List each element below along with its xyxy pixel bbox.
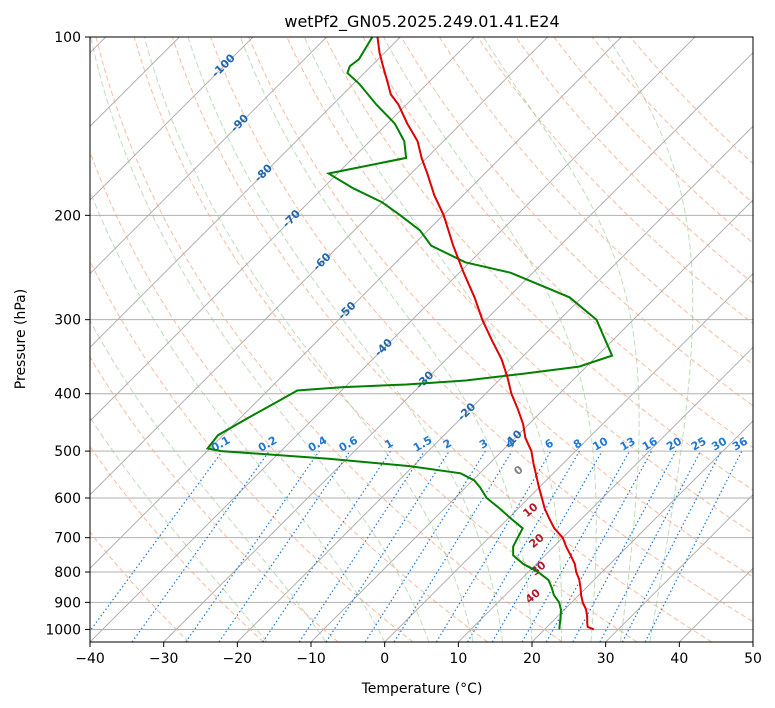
y-tick-label: 600	[54, 491, 81, 507]
mixing-ratio-label: 3	[477, 437, 490, 452]
dry-adiabat-line	[400, 37, 753, 407]
dry-adiabat-line	[324, 37, 753, 491]
moist-adiabat-line	[239, 37, 533, 642]
y-tick-label: 800	[54, 565, 81, 581]
moist-adiabat-line	[607, 37, 694, 642]
moist-adiabat-label: 20	[527, 531, 547, 551]
isotherm-line	[236, 125, 753, 642]
y-axis-label: Pressure (hPa)	[13, 289, 29, 389]
isotherm-line	[531, 420, 753, 642]
isotherm-line	[457, 346, 753, 642]
mixing-ratio-line	[262, 450, 392, 642]
dry-adiabat-label: -40	[372, 336, 395, 359]
dry-adiabat-label: -20	[455, 400, 478, 423]
x-tick-label: 10	[449, 651, 467, 667]
dry-adiabat-label: -90	[228, 111, 251, 134]
y-tick-label: 300	[54, 313, 81, 329]
moist-adiabat-line	[383, 37, 597, 642]
dry-adiabat-label: -100	[209, 51, 238, 80]
x-tick-label: −10	[296, 651, 326, 667]
x-tick-label: 20	[523, 651, 541, 667]
y-tick-label: 400	[54, 387, 81, 403]
moist-adiabat-label: 40	[523, 586, 543, 606]
isotherm-line	[90, 37, 254, 201]
isotherm-line	[90, 37, 328, 275]
moist-adiabat-line	[482, 37, 640, 642]
mixing-ratio-line	[325, 450, 450, 642]
dry-adiabat-label: -70	[280, 207, 303, 230]
mixing-ratio-line	[298, 450, 425, 642]
moist-adiabat-line	[143, 37, 474, 642]
moist-adiabat-line	[303, 37, 563, 642]
mixing-ratio-line	[364, 450, 486, 642]
mixing-ratio-line	[521, 450, 631, 642]
x-axis-label: Temperature (°C)	[361, 681, 483, 697]
mixing-ratio-line	[393, 450, 513, 642]
moist-adiabat-label: 0	[511, 463, 525, 478]
isotherm-line	[678, 567, 753, 642]
moist-adiabat-line	[90, 416, 268, 642]
isotherm-line	[310, 199, 753, 642]
mixing-ratio-label: 6	[543, 436, 556, 451]
mixing-ratio-line	[90, 450, 223, 632]
isotherm-line	[90, 37, 696, 642]
mixing-ratio-line	[185, 450, 320, 642]
isotherm-line	[90, 37, 549, 496]
dry-adiabat-line	[95, 37, 563, 642]
y-tick-label: 900	[54, 595, 81, 611]
isotherm-line	[605, 493, 753, 642]
x-tick-label: −30	[149, 651, 179, 667]
isotherm-line	[90, 37, 401, 349]
mixing-ratio-line	[218, 450, 351, 642]
moist-adiabat-line	[187, 37, 503, 642]
isotherm-line	[90, 37, 475, 422]
y-tick-label: 700	[54, 531, 81, 547]
chart-title: wetPf2_GN05.2025.249.01.41.E24	[284, 12, 559, 32]
isotherm-line	[384, 272, 753, 642]
moist-adiabat-line	[90, 189, 386, 642]
y-tick-label: 200	[54, 208, 81, 224]
mixing-ratio-line	[491, 450, 603, 642]
isotherm-line	[163, 51, 753, 642]
dry-adiabat-line	[438, 37, 753, 366]
mixing-ratio-line	[435, 450, 552, 642]
temperature-profile-line	[376, 37, 595, 631]
mixing-ratio-line	[644, 450, 743, 642]
x-tick-label: −20	[223, 651, 253, 667]
mixing-ratio-label: 1	[382, 437, 395, 452]
dewpoint-profile-line	[205, 37, 614, 630]
isotherm-line	[752, 641, 753, 642]
dry-adiabat-label: -60	[310, 250, 333, 273]
mixing-ratio-label: 2	[441, 437, 454, 452]
plot-frame	[89, 36, 754, 643]
x-tick-label: 50	[744, 651, 762, 667]
x-tick-label: 30	[597, 651, 615, 667]
dry-adiabat-line	[133, 37, 638, 642]
dry-adiabat-line	[90, 531, 190, 642]
dry-adiabat-line	[90, 150, 488, 642]
dry-adiabat-line	[553, 37, 753, 244]
mixing-ratio-line	[599, 450, 702, 642]
dry-adiabat-line	[90, 259, 414, 642]
dry-adiabat-line	[515, 37, 753, 284]
y-tick-label: 1000	[45, 622, 81, 638]
mixing-ratio-line	[572, 450, 677, 642]
moist-adiabat-line	[90, 37, 430, 642]
y-tick-label: 100	[54, 30, 81, 46]
x-tick-label: 40	[670, 651, 688, 667]
dry-adiabat-line	[248, 37, 753, 578]
dry-adiabat-line	[591, 37, 753, 204]
y-tick-label: 500	[54, 444, 81, 460]
dry-adiabat-line	[210, 37, 753, 623]
mixing-ratio-line	[545, 450, 653, 642]
dry-adiabat-line	[171, 37, 712, 642]
x-tick-label: −40	[75, 651, 105, 667]
dry-adiabat-line	[90, 445, 264, 642]
x-tick-label: 0	[380, 651, 389, 667]
mixing-ratio-line	[466, 450, 580, 642]
isotherm-line	[90, 37, 622, 570]
dry-adiabat-line	[90, 356, 339, 642]
